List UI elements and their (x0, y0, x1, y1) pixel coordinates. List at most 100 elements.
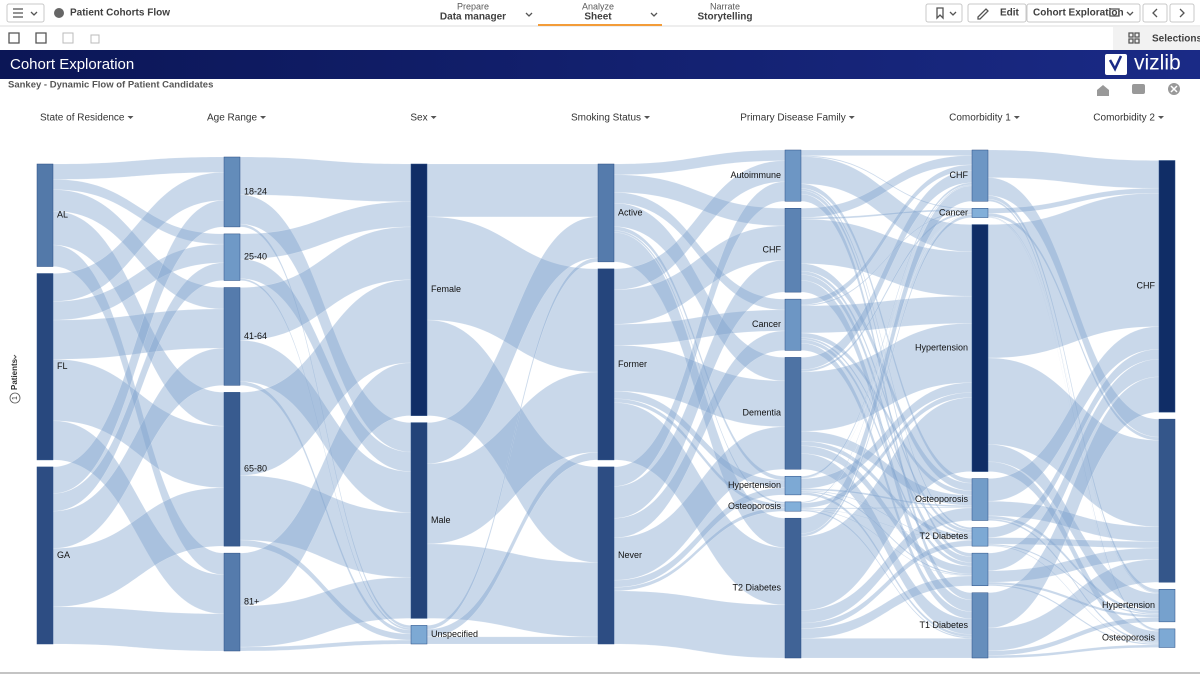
node-label: Cancer (752, 319, 781, 329)
app-title[interactable]: Patient Cohorts Flow (70, 8, 170, 19)
column-header[interactable]: State of Residence (40, 113, 125, 124)
node-label: Autoimmune (730, 170, 781, 180)
node[interactable] (784, 475, 802, 496)
logo-check (1108, 55, 1123, 72)
node-label: 41-64 (244, 331, 267, 341)
node[interactable] (784, 208, 802, 293)
column-header[interactable]: Smoking Status (571, 113, 641, 124)
node[interactable] (784, 501, 802, 512)
node-label: FL (57, 361, 68, 371)
node[interactable] (36, 273, 54, 461)
home-button[interactable] (1097, 85, 1109, 96)
node-label: T2 Diabetes (732, 582, 781, 592)
node-label: Hypertension (915, 342, 968, 352)
node[interactable] (223, 392, 241, 547)
tab-caption: Narrate (710, 1, 740, 11)
node[interactable] (1158, 418, 1176, 583)
node-label: Osteoporosis (1102, 633, 1156, 643)
axis-badge: 1 (12, 396, 19, 400)
node[interactable] (1158, 588, 1176, 623)
node-label: Former (618, 359, 647, 369)
axis-label-group[interactable]: 1 Patients (9, 354, 21, 404)
node[interactable] (410, 163, 428, 416)
node-label: Female (431, 284, 461, 294)
node[interactable] (410, 422, 428, 619)
prev-icon (1152, 8, 1158, 18)
edit-label: Edit (1000, 8, 1020, 19)
node[interactable] (36, 163, 54, 267)
node[interactable] (971, 149, 989, 202)
node[interactable] (36, 466, 54, 645)
node[interactable] (971, 478, 989, 521)
menu-button[interactable] (6, 3, 45, 23)
active-indicator (538, 24, 662, 26)
flow[interactable] (800, 638, 973, 659)
chevron (260, 116, 267, 119)
logo-text: vizlib (1134, 52, 1181, 75)
node[interactable] (1158, 628, 1176, 648)
nav-tab[interactable]: Analyze Sheet (538, 1, 662, 26)
tab-caption: Analyze (582, 1, 614, 11)
node[interactable] (223, 552, 241, 652)
node[interactable] (223, 287, 241, 386)
flow[interactable] (613, 590, 786, 659)
nav-tab[interactable]: Narrate Storytelling (697, 1, 752, 22)
bookmark-button[interactable] (925, 3, 963, 23)
node[interactable] (971, 527, 989, 547)
node[interactable] (971, 224, 989, 472)
flow[interactable] (987, 149, 1160, 189)
node-label: Hypertension (728, 480, 781, 490)
node[interactable] (784, 298, 802, 351)
tab-label: Storytelling (697, 12, 752, 23)
node-label: 81+ (244, 596, 259, 606)
app-icon (54, 8, 64, 18)
chevron (525, 12, 533, 17)
nav-tab[interactable]: Prepare Data manager (440, 1, 533, 23)
node-label: AL (57, 210, 68, 220)
flow[interactable] (52, 606, 225, 652)
node-label: Dementia (742, 408, 781, 418)
tool-icon[interactable] (62, 32, 74, 44)
flow[interactable] (800, 149, 973, 156)
node[interactable] (410, 625, 428, 645)
flows (52, 149, 1160, 659)
column-header[interactable]: Comorbidity 1 (949, 113, 1011, 124)
chart-title: Sankey - Dynamic Flow of Patient Candida… (8, 80, 213, 91)
node[interactable] (597, 268, 615, 461)
next-icon (1179, 8, 1185, 18)
title-band (0, 50, 1200, 79)
snapshot-button[interactable] (1132, 84, 1145, 94)
tab-label: Data manager (440, 12, 506, 23)
sheet-name: Cohort Exploration (1033, 8, 1124, 19)
column-header[interactable]: Primary Disease Family (740, 113, 846, 124)
tool-icon[interactable] (90, 34, 100, 44)
node[interactable] (971, 552, 989, 587)
column-header[interactable]: Age Range (207, 113, 257, 124)
node[interactable] (597, 466, 615, 645)
prev-sheet[interactable] (1142, 3, 1168, 23)
column-header[interactable]: Comorbidity 2 (1093, 113, 1155, 124)
flow[interactable] (426, 163, 599, 218)
tool-icon[interactable] (8, 32, 20, 44)
menu-icon (13, 8, 38, 18)
node[interactable] (971, 592, 989, 659)
edit-button[interactable] (967, 3, 1027, 23)
node[interactable] (971, 208, 989, 218)
node[interactable] (223, 156, 241, 228)
selections-label: Selections (1152, 34, 1200, 45)
tool-icon[interactable] (35, 32, 47, 44)
node[interactable] (223, 233, 241, 281)
node[interactable] (784, 149, 802, 202)
node[interactable] (597, 163, 615, 263)
tab-caption: Prepare (457, 1, 489, 11)
tab-label: Sheet (584, 12, 612, 23)
node-label: 65-80 (244, 464, 267, 474)
node[interactable] (784, 357, 802, 470)
node[interactable] (1158, 160, 1176, 413)
node[interactable] (784, 517, 802, 659)
node-label: CHF (763, 245, 782, 255)
column-header[interactable]: Sex (410, 113, 427, 124)
next-sheet[interactable] (1169, 3, 1195, 23)
edit-icon (977, 8, 989, 20)
